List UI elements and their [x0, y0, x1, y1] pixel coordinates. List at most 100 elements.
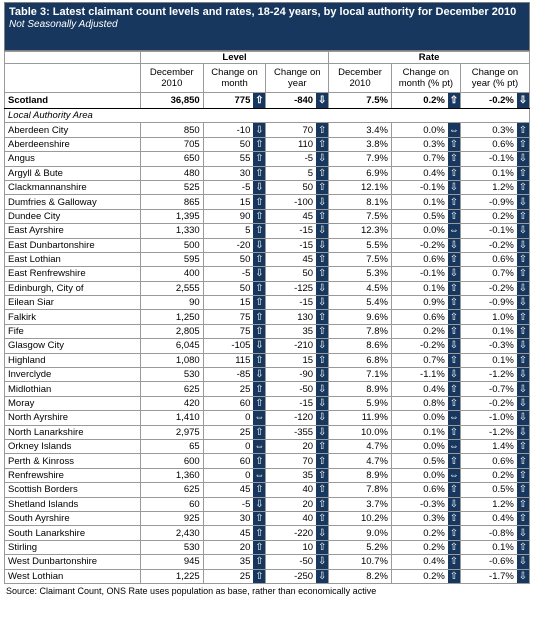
value-cell: 55 [202, 151, 254, 167]
value-cell: 9.6% [328, 309, 392, 325]
change-arrow: ⇧ [316, 136, 330, 153]
value-cell: -210 [265, 338, 317, 354]
value-cell: 3.8% [328, 136, 392, 153]
area-name: Dundee City [4, 208, 141, 225]
change-arrow: ⇩ [316, 381, 330, 397]
value-cell: 60 [139, 496, 204, 512]
group-header-row: Level Rate [4, 51, 530, 64]
value-cell: 5.4% [328, 295, 392, 311]
value-cell: 12.1% [328, 179, 392, 196]
change-arrow: ⇧ [447, 92, 461, 109]
value-cell: 0.4% [459, 510, 517, 527]
value-cell: -0.1% [390, 266, 448, 282]
value-cell: -1.2% [459, 367, 517, 383]
area-name: Perth & Kinross [4, 453, 141, 469]
value-cell: -100 [265, 194, 317, 210]
change-arrow: ⇧ [253, 568, 267, 584]
change-arrow: ⇧ [447, 395, 461, 412]
value-cell: 0.2% [459, 208, 517, 225]
change-arrow: ⇧ [516, 266, 530, 282]
value-cell: 0.4% [390, 165, 448, 181]
change-arrow: ⇧ [253, 208, 267, 225]
change-arrow: ⇧ [316, 467, 330, 484]
subtitle: Not Seasonally Adjusted [9, 19, 118, 30]
title: Table 3: Latest claimant count levels an… [9, 6, 517, 18]
value-cell: -5 [202, 496, 254, 512]
change-arrow: ⇧ [253, 165, 267, 181]
value-cell: -90 [265, 367, 317, 383]
change-arrow: ⇧ [447, 352, 461, 369]
data-row: East Renfrewshire 400 -5 ⇩ 50 ⇧ 5.3% -0.1% ⇩ 0.7%… [4, 266, 530, 282]
data-row: Perth & Kinross 600 60 ⇧ 70 ⇧ 4.7% 0.5% ⇧ 0.6% ⇧ [4, 453, 530, 469]
value-cell: 50 [202, 136, 254, 153]
data-row: Edinburgh, City of 2,555 50 ⇧ -125 ⇩ 4.5% 0.1% ⇧… [4, 280, 530, 297]
value-cell: 75 [202, 309, 254, 325]
change-arrow: ⇔ [447, 438, 461, 455]
data-row: Moray 420 60 ⇧ -15 ⇩ 5.9% 0.8% ⇧ -0.2% ⇩ [4, 395, 530, 412]
value-cell: 0.1% [459, 165, 517, 181]
value-cell: -1.1% [390, 367, 448, 383]
section-label: Local Authority Area [4, 107, 530, 124]
data-row: East Ayrshire 1,330 5 ⇧ -15 ⇩ 12.3% 0.0% ⇔ -0.1% ⇩ [4, 223, 530, 239]
area-name: East Renfrewshire [4, 266, 141, 282]
value-cell: 0.2% [390, 323, 448, 340]
change-arrow: ⇩ [316, 280, 330, 297]
data-row: Shetland Islands 60 -5 ⇩ 20 ⇧ 3.7% -0.3% ⇩ 1.2% ⇧ [4, 496, 530, 512]
value-cell: 0.5% [390, 453, 448, 469]
value-cell: 0.1% [459, 352, 517, 369]
data-row: Dumfries & Galloway 865 15 ⇧ -100 ⇩ 8.1% 0.1% ⇧ -… [4, 194, 530, 210]
value-cell: 8.9% [328, 381, 392, 397]
value-cell: -15 [265, 237, 317, 253]
data-row: Angus 650 55 ⇧ -5 ⇩ 7.9% 0.7% ⇧ -0.1% ⇩ [4, 151, 530, 167]
change-arrow: ⇩ [316, 367, 330, 383]
area-name: Stirling [4, 539, 141, 556]
value-cell: 625 [139, 381, 204, 397]
area-name: Clackmannanshire [4, 179, 141, 196]
value-cell: -840 [265, 92, 317, 109]
change-arrow: ⇩ [516, 367, 530, 383]
value-cell: 45 [265, 208, 317, 225]
change-arrow: ⇩ [253, 367, 267, 383]
value-cell: 0.0% [390, 122, 448, 138]
value-cell: 20 [265, 438, 317, 455]
change-arrow: ⇩ [516, 280, 530, 297]
change-arrow: ⇧ [253, 136, 267, 153]
change-arrow: ⇩ [316, 223, 330, 239]
change-arrow: ⇩ [316, 525, 330, 541]
change-arrow: ⇧ [253, 554, 267, 570]
value-cell: 45 [202, 525, 254, 541]
table-container: Table 3: Latest claimant count levels an… [4, 2, 531, 596]
value-cell: -1.7% [459, 568, 517, 584]
change-arrow: ⇧ [253, 352, 267, 369]
group-label: Level [139, 51, 330, 64]
value-cell: 50 [202, 251, 254, 268]
value-cell: -5 [202, 179, 254, 196]
value-cell: 60 [202, 395, 254, 412]
value-cell: 10.0% [328, 424, 392, 440]
table-body: Level Rate December 2010 Change on month Cha… [4, 51, 531, 584]
value-cell: -15 [265, 223, 317, 239]
value-cell: 15 [202, 194, 254, 210]
change-arrow: ⇧ [447, 424, 461, 440]
change-arrow: ⇩ [516, 237, 530, 253]
data-row: Glasgow City 6,045 -105 ⇩ -210 ⇩ 8.6% -0.2% ⇩ -0.… [4, 338, 530, 354]
change-arrow: ⇧ [516, 208, 530, 225]
change-arrow: ⇧ [447, 554, 461, 570]
area-name: Orkney Islands [4, 438, 141, 455]
value-cell: 6,045 [139, 338, 204, 354]
change-arrow: ⇧ [516, 352, 530, 369]
value-cell: 2,430 [139, 525, 204, 541]
change-arrow: ⇧ [316, 122, 330, 138]
value-cell: -5 [202, 266, 254, 282]
change-arrow: ⇧ [516, 251, 530, 268]
value-cell: 5 [202, 223, 254, 239]
change-arrow: ⇧ [253, 424, 267, 440]
area-name: Moray [4, 395, 141, 412]
change-arrow: ⇧ [253, 309, 267, 325]
area-name: Shetland Islands [4, 496, 141, 512]
claimant-table: Level Rate December 2010 Change on month Cha… [4, 51, 531, 584]
data-row: Clackmannanshire 525 -5 ⇩ 50 ⇧ 12.1% -0.1% ⇩ 1.2%… [4, 179, 530, 196]
value-cell: 0 [202, 438, 254, 455]
value-cell: 0.1% [459, 539, 517, 556]
value-cell: -10 [202, 122, 254, 138]
